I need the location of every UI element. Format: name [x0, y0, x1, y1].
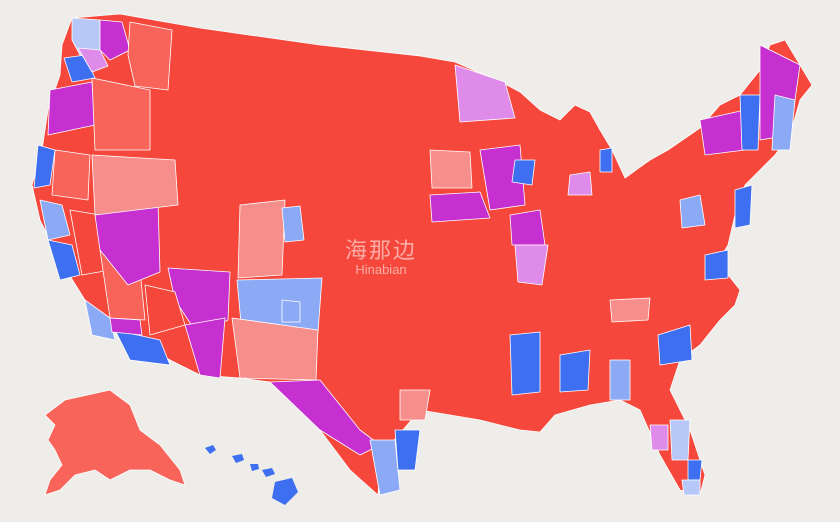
district-ia-1 [429, 191, 491, 223]
district-nh-1 [771, 94, 796, 151]
district-al-1 [559, 349, 591, 393]
district-tx-2 [369, 439, 401, 496]
district-ut-1 [237, 199, 286, 279]
district-ny-1 [699, 109, 746, 156]
district-fl-1 [669, 419, 691, 461]
district-wi-1 [429, 149, 473, 189]
district-ca-8 [114, 329, 171, 366]
district-mo-1 [514, 244, 549, 286]
district-va-1 [704, 249, 729, 281]
district-fl-3 [687, 459, 703, 481]
hawaii-island-4 [262, 468, 275, 477]
district-mn-1 [454, 64, 516, 123]
hawaii-island-3 [250, 464, 259, 471]
hawaii-island-big [272, 478, 298, 505]
district-tx-3 [394, 429, 421, 471]
district-wa-2 [99, 19, 131, 61]
district-co-1 [281, 205, 305, 243]
hawaii-island-1 [205, 445, 216, 454]
district-nj-1 [734, 184, 753, 229]
district-ca-9 [109, 317, 143, 336]
district-tx-4 [399, 389, 431, 421]
district-nm-2 [281, 299, 301, 323]
district-il-3 [509, 209, 546, 246]
district-or-2 [91, 77, 151, 151]
district-nc-1 [609, 297, 651, 323]
district-mi-1 [567, 171, 593, 196]
district-ga-1 [609, 359, 631, 401]
district-wa-5 [127, 21, 173, 91]
district-il-1 [479, 144, 526, 211]
district-mi-2 [599, 147, 613, 173]
alaska [44, 389, 186, 496]
district-fl-2 [649, 424, 669, 451]
district-ca-4 [47, 239, 81, 281]
district-fl-4 [681, 479, 701, 496]
district-pa-1 [679, 194, 706, 229]
district-ca-3 [39, 199, 71, 241]
district-wa-4 [77, 47, 109, 73]
district-ca-1 [33, 144, 56, 189]
district-ca-2 [51, 149, 91, 201]
hawaii-island-2 [232, 454, 244, 463]
district-az-3 [184, 317, 226, 379]
district-il-2 [511, 159, 536, 186]
district-sc-1 [657, 324, 693, 366]
district-ny-2 [739, 94, 761, 151]
district-ms-1 [509, 331, 541, 396]
district-ca-7 [84, 299, 116, 341]
district-nv-2 [91, 154, 179, 216]
